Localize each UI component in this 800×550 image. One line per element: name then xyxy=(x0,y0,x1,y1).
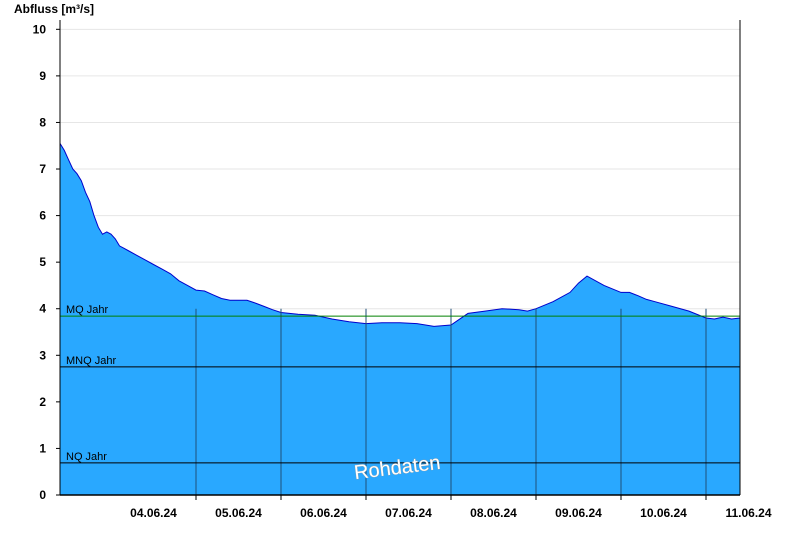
y-tick-label: 4 xyxy=(39,302,46,316)
y-tick-label: 7 xyxy=(39,162,46,176)
y-tick-label: 0 xyxy=(39,488,46,502)
y-tick-label: 1 xyxy=(39,441,46,455)
x-tick-label: 06.06.24 xyxy=(300,506,347,520)
reference-lines: MQ Jahr MNQ Jahr NQ Jahr xyxy=(60,304,740,464)
x-tick-label: 07.06.24 xyxy=(385,506,432,520)
y-tick-label: 8 xyxy=(39,115,46,129)
day-separators xyxy=(195,308,707,495)
y-tick-label: 3 xyxy=(39,348,46,362)
x-tick-label: 09.06.24 xyxy=(555,506,602,520)
x-tick-label: 10.06.24 xyxy=(640,506,687,520)
y-tick-label: 6 xyxy=(39,209,46,223)
y-axis-title: Abfluss [m³/s] xyxy=(14,2,94,16)
x-tick-label: 05.06.24 xyxy=(215,506,262,520)
x-tick-label: 08.06.24 xyxy=(470,506,517,520)
y-tick-label: 2 xyxy=(39,395,46,409)
axes: 0 1 2 3 4 5 6 7 8 9 10 04.06.24 05.06.24 06.06.24 07.0… xyxy=(33,20,772,520)
x-tick-label: 04.06.24 xyxy=(130,506,177,520)
reference-label: MQ Jahr xyxy=(66,304,109,316)
discharge-area xyxy=(60,143,740,495)
reference-label: NQ Jahr xyxy=(66,451,107,463)
reference-label: MNQ Jahr xyxy=(66,355,116,367)
y-tick-label: 9 xyxy=(39,69,46,83)
y-tick-label: 10 xyxy=(33,22,47,36)
x-tick-label: 11.06.24 xyxy=(725,506,771,520)
y-tick-label: 5 xyxy=(39,255,46,269)
